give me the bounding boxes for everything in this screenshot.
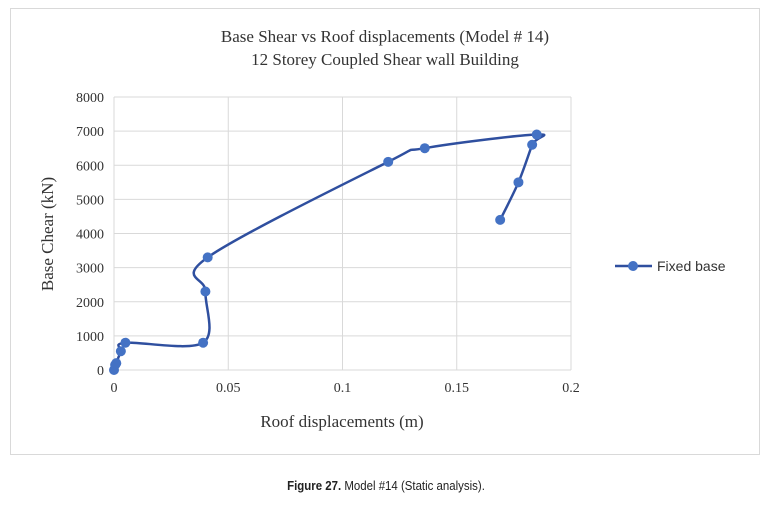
legend-label: Fixed base [657,258,726,274]
x-axis-label: Roof displacements (m) [260,412,423,431]
y-tick-label: 1000 [76,330,104,345]
x-tick-label: 0.15 [445,381,470,396]
chart-frame [10,8,760,455]
data-point [527,139,538,150]
data-point [383,156,394,167]
chart-title: Base Shear vs Roof displacements (Model … [221,27,549,46]
figure-caption: Figure 27. Model #14 (Static analysis). [46,478,725,493]
data-point [202,252,213,263]
legend-marker [628,261,638,271]
x-tick-label: 0.05 [216,381,241,396]
x-tick-label: 0 [111,381,118,396]
x-tick-label: 0.2 [562,381,580,396]
y-tick-label: 3000 [76,262,104,277]
data-point [513,177,524,188]
y-tick-label: 8000 [76,91,104,106]
series-line-fixed-base [112,133,546,371]
y-tick-label: 6000 [76,159,104,174]
data-point [120,337,131,348]
data-point [419,143,430,154]
data-point [495,214,506,225]
x-tick-label: 0.1 [334,381,352,396]
chart: Base Shear vs Roof displacements (Model … [38,27,726,431]
data-point [111,358,122,369]
caption-label: Figure 27. [287,478,342,493]
y-tick-label: 7000 [76,125,104,140]
legend: Fixed base [615,258,726,274]
y-axis-label: Base Chear (kN) [38,177,57,291]
y-tick-label: 0 [97,364,104,379]
data-point [115,346,126,357]
y-tick-label: 5000 [76,193,104,208]
data-point [198,337,209,348]
y-tick-label: 4000 [76,228,104,243]
chart-subtitle: 12 Storey Coupled Shear wall Building [251,50,519,69]
data-point [531,129,542,140]
y-tick-label: 2000 [76,296,104,311]
data-point [200,286,211,297]
caption-text: Model #14 (Static analysis). [341,478,485,493]
